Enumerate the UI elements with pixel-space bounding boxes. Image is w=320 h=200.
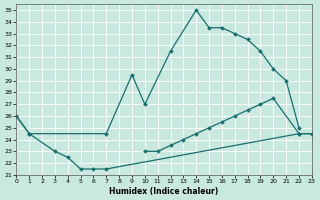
X-axis label: Humidex (Indice chaleur): Humidex (Indice chaleur)	[109, 187, 219, 196]
